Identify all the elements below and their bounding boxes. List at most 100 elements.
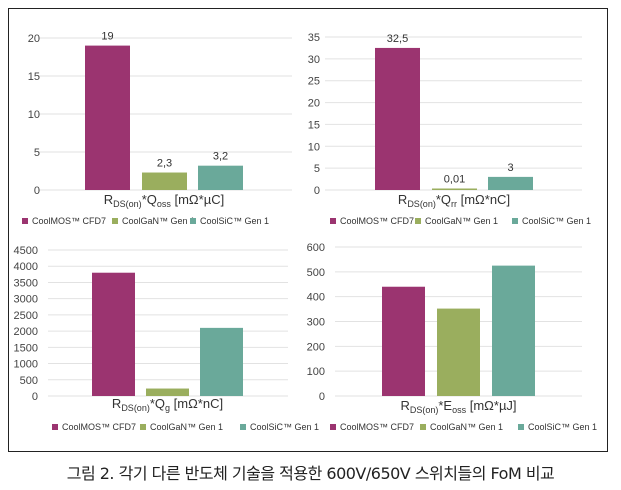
y-tick-label: 5	[34, 147, 40, 159]
legend-label: CoolSiC™ Gen 1	[250, 422, 319, 432]
legend-label: CoolSiC™ Gen 1	[528, 422, 597, 432]
y-tick-label: 1500	[14, 342, 38, 354]
title-part: *Q	[150, 396, 165, 411]
y-tick-label: 100	[307, 366, 325, 378]
bar-2	[437, 308, 480, 396]
y-tick-label: 3500	[14, 277, 38, 289]
y-tick-label: 500	[307, 267, 325, 279]
legend-swatch	[330, 218, 336, 224]
data-label: 3,2	[213, 151, 228, 163]
y-tick-label: 400	[307, 292, 325, 304]
data-label: 19	[101, 31, 113, 43]
bar-1	[92, 272, 135, 396]
title-part: [mΩ*µJ]	[466, 398, 516, 413]
legend-label: CoolGaN™ Gen 1	[430, 422, 503, 432]
legend-swatch	[52, 424, 58, 430]
y-tick-label: 3000	[14, 294, 38, 306]
y-tick-label: 25	[308, 76, 320, 88]
legend-label: CoolSiC™ Gen 1	[522, 216, 591, 226]
title-part: *E	[438, 398, 452, 413]
y-tick-label: 600	[307, 242, 325, 254]
title-part: oss	[452, 405, 467, 415]
y-tick-label: 20	[308, 98, 320, 110]
title-part: g	[165, 403, 170, 413]
title-part: [mΩ*µC]	[171, 192, 224, 207]
legend-label: CoolMOS™ CFD7	[32, 216, 106, 226]
y-tick-label: 200	[307, 341, 325, 353]
legend-swatch	[330, 424, 336, 430]
y-tick-label: 0	[34, 185, 40, 197]
title-part: DS(on)	[410, 405, 439, 415]
chart-panel-1: 0 5 10 15 20 19 2,3 3,2 RDS(on)*Qoss [mΩ*µC] Cool…	[22, 31, 292, 226]
chart-panel-4: 0 100 200 300 400 500 600 RDS(on)*Eoss [mΩ*µJ] C…	[307, 242, 597, 432]
legend-label: CoolMOS™ CFD7	[340, 216, 414, 226]
y-tick-label: 2000	[14, 326, 38, 338]
bar-1	[375, 47, 420, 190]
title-part: DS(on)	[407, 199, 436, 209]
y-tick-label: 4000	[14, 261, 38, 273]
bar-3	[492, 265, 535, 396]
y-tick-label: 4500	[14, 245, 38, 257]
data-label: 2,3	[157, 158, 172, 170]
legend-swatch	[420, 424, 426, 430]
y-tick-label: 20	[28, 33, 40, 45]
y-tick-label: 500	[20, 375, 38, 387]
y-tick-label: 5	[314, 163, 320, 175]
legend-label: CoolMOS™ CFD7	[340, 422, 414, 432]
data-label: 0,01	[444, 174, 465, 186]
bar-2	[146, 388, 189, 396]
y-tick-label: 10	[308, 141, 320, 153]
title-part: R	[398, 192, 407, 207]
legend-label: CoolGaN™ Gen 1	[425, 216, 498, 226]
data-label: 32,5	[387, 33, 408, 45]
legend-swatch	[112, 218, 118, 224]
chart-title: RDS(on)*Qrr [mΩ*nC]	[398, 192, 510, 209]
bar-3	[488, 176, 533, 190]
y-tick-label: 1000	[14, 359, 38, 371]
y-tick-label: 0	[319, 391, 325, 403]
title-part: DS(on)	[121, 403, 150, 413]
title-part: *Q	[436, 192, 451, 207]
legend-swatch	[240, 424, 246, 430]
legend-swatch	[22, 218, 28, 224]
bar-2	[432, 188, 477, 190]
y-tick-label: 300	[307, 317, 325, 329]
legend-label: CoolMOS™ CFD7	[62, 422, 136, 432]
legend-label: CoolSiC™ Gen 1	[200, 216, 269, 226]
legend-label: CoolGaN™ Gen 1	[150, 422, 223, 432]
y-tick-label: 35	[308, 32, 320, 44]
chart-panel-3: 0 500 1000 1500 2000 2500 3000 3500 4000 4500 RDS(…	[14, 245, 320, 432]
title-part: *Q	[142, 192, 157, 207]
legend-swatch	[518, 424, 524, 430]
title-part: R	[400, 398, 409, 413]
legend-swatch	[140, 424, 146, 430]
chart-title: RDS(on)*Qoss [mΩ*µC]	[104, 192, 224, 209]
bar-3	[200, 327, 243, 396]
figure-frame	[8, 8, 608, 452]
bar-1	[85, 45, 130, 190]
title-part: DS(on)	[113, 199, 142, 209]
title-part: R	[112, 396, 121, 411]
y-tick-label: 30	[308, 54, 320, 66]
legend-swatch	[415, 218, 421, 224]
bar-3	[198, 165, 243, 190]
legend-swatch	[512, 218, 518, 224]
legend-swatch	[190, 218, 196, 224]
bar-2	[142, 172, 187, 190]
bar-1	[382, 286, 425, 396]
chart-panel-2: 0 5 10 15 20 25 30 35 32,5 0,01 3 RDS(on)*Qrr [mΩ*n…	[308, 32, 591, 226]
chart-title: RDS(on)*Qg [mΩ*nC]	[112, 396, 223, 413]
y-tick-label: 0	[314, 185, 320, 197]
y-tick-label: 10	[28, 109, 40, 121]
title-part: R	[104, 192, 113, 207]
data-label: 3	[507, 162, 513, 174]
y-tick-label: 0	[32, 391, 38, 403]
legend-label: CoolGaN™ Gen 1	[122, 216, 195, 226]
title-part: rr	[451, 199, 457, 209]
y-tick-label: 15	[28, 71, 40, 83]
figure-caption: 그림 2. 각기 다른 반도체 기술을 적용한 600V/650V 스위치들의 …	[66, 464, 555, 483]
title-part: [mΩ*nC]	[457, 192, 510, 207]
title-part: oss	[157, 199, 172, 209]
y-tick-label: 2500	[14, 310, 38, 322]
